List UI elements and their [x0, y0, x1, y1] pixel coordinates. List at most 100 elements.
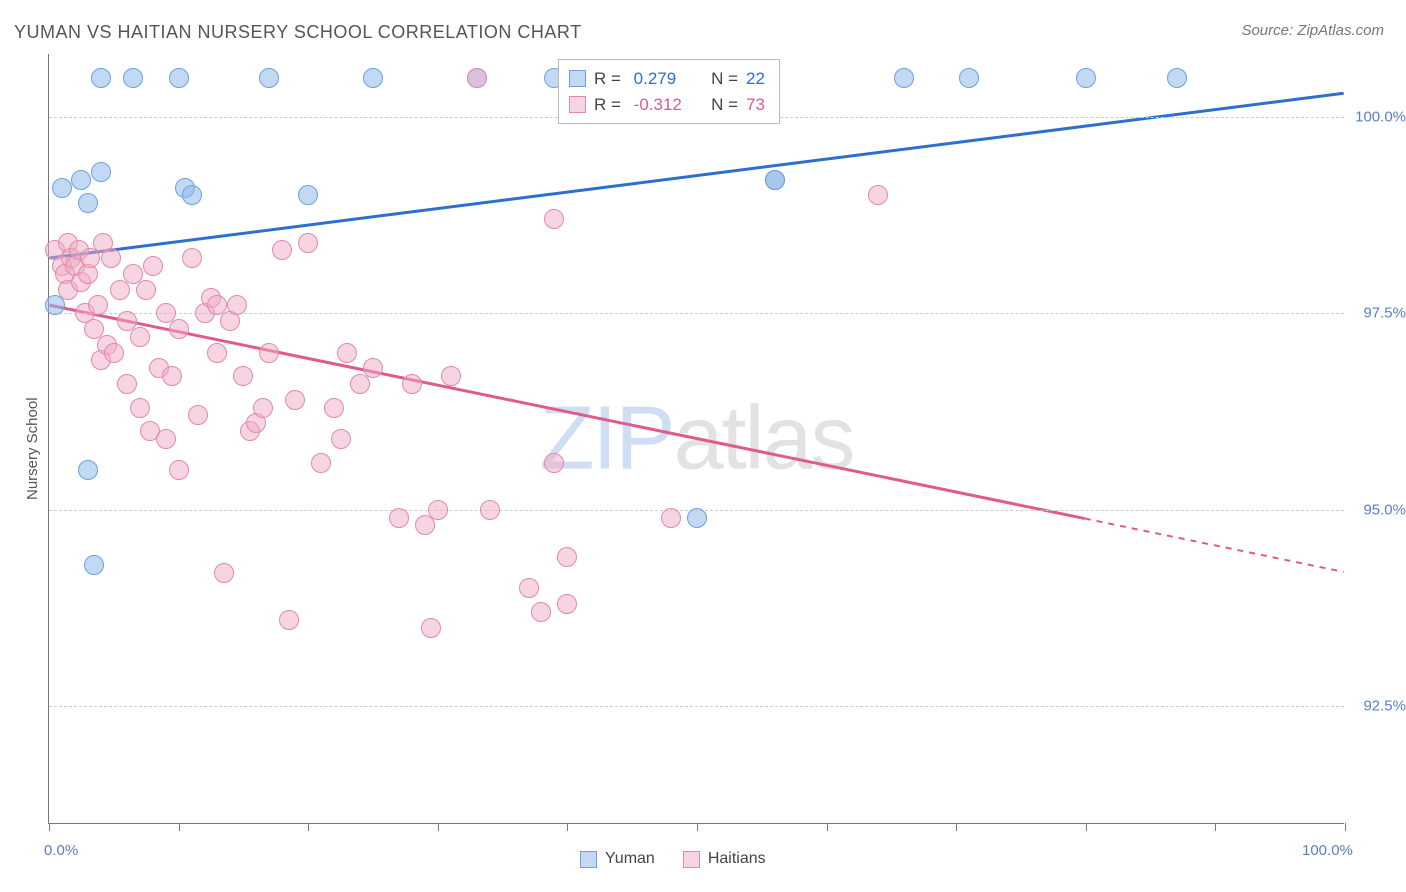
legend: Yuman Haitians: [580, 850, 766, 868]
scatter-point: [78, 460, 98, 480]
scatter-point: [1167, 68, 1187, 88]
correlation-stats-box: R = 0.279 N = 22R = -0.312 N = 73: [558, 59, 780, 124]
scatter-point: [214, 563, 234, 583]
x-tick: [1215, 823, 1216, 831]
stat-r-value: 0.279: [634, 66, 694, 92]
source-attribution: Source: ZipAtlas.com: [1241, 22, 1384, 39]
scatter-point: [363, 68, 383, 88]
scatter-point: [557, 547, 577, 567]
stat-n-value: 73: [746, 92, 765, 118]
legend-label: Haitians: [708, 850, 766, 868]
chart-container: YUMAN VS HAITIAN NURSERY SCHOOL CORRELAT…: [0, 0, 1406, 892]
scatter-point: [45, 295, 65, 315]
stat-r-value: -0.312: [634, 92, 694, 118]
scatter-point: [402, 374, 422, 394]
legend-swatch: [580, 851, 597, 868]
legend-label: Yuman: [605, 850, 655, 868]
scatter-point: [259, 68, 279, 88]
x-tick: [1345, 823, 1346, 831]
scatter-point: [91, 68, 111, 88]
scatter-point: [272, 240, 292, 260]
scatter-point: [169, 68, 189, 88]
scatter-point: [441, 366, 461, 386]
scatter-point: [415, 515, 435, 535]
scatter-point: [80, 248, 100, 268]
scatter-point: [687, 508, 707, 528]
scatter-point: [259, 343, 279, 363]
scatter-point: [298, 185, 318, 205]
y-tick-label: 100.0%: [1355, 108, 1406, 125]
scatter-point: [480, 500, 500, 520]
scatter-point: [298, 233, 318, 253]
legend-item: Haitians: [683, 850, 766, 868]
scatter-point: [169, 460, 189, 480]
legend-item: Yuman: [580, 850, 655, 868]
scatter-point: [337, 343, 357, 363]
scatter-point: [182, 185, 202, 205]
watermark-part2: atlas: [673, 388, 853, 488]
stat-n-value: 22: [746, 66, 765, 92]
scatter-point: [156, 429, 176, 449]
x-tick: [308, 823, 309, 831]
x-tick: [567, 823, 568, 831]
scatter-point: [104, 343, 124, 363]
x-tick: [956, 823, 957, 831]
watermark-part1: ZIP: [539, 388, 673, 488]
scatter-point: [531, 602, 551, 622]
scatter-point: [544, 209, 564, 229]
scatter-point: [182, 248, 202, 268]
scatter-point: [421, 618, 441, 638]
scatter-point: [868, 185, 888, 205]
scatter-point: [389, 508, 409, 528]
y-tick-label: 95.0%: [1363, 501, 1406, 518]
x-tick: [49, 823, 50, 831]
stat-n-label: N =: [702, 92, 738, 118]
scatter-point: [233, 366, 253, 386]
scatter-point: [71, 170, 91, 190]
scatter-point: [285, 390, 305, 410]
scatter-point: [661, 508, 681, 528]
scatter-point: [91, 162, 111, 182]
scatter-point: [110, 280, 130, 300]
scatter-point: [123, 68, 143, 88]
gridline-h: [49, 706, 1344, 707]
x-tick: [1086, 823, 1087, 831]
stats-row: R = -0.312 N = 73: [569, 92, 765, 118]
legend-swatch: [569, 70, 586, 87]
legend-swatch: [683, 851, 700, 868]
scatter-point: [557, 594, 577, 614]
scatter-point: [350, 374, 370, 394]
scatter-point: [959, 68, 979, 88]
x-tick: [827, 823, 828, 831]
scatter-point: [130, 327, 150, 347]
x-axis-label-min: 0.0%: [44, 842, 78, 859]
gridline-h: [49, 313, 1344, 314]
y-axis-title: Nursery School: [24, 397, 41, 500]
stats-row: R = 0.279 N = 22: [569, 66, 765, 92]
scatter-point: [130, 398, 150, 418]
x-tick: [438, 823, 439, 831]
x-axis-label-max: 100.0%: [1302, 842, 1353, 859]
scatter-point: [519, 578, 539, 598]
stat-r-label: R =: [594, 66, 626, 92]
plot-area: ZIPatlas 92.5%95.0%97.5%100.0%: [48, 54, 1344, 824]
scatter-point: [544, 453, 564, 473]
scatter-point: [279, 610, 299, 630]
stat-r-label: R =: [594, 92, 626, 118]
watermark: ZIPatlas: [539, 387, 853, 490]
x-tick: [697, 823, 698, 831]
scatter-point: [324, 398, 344, 418]
scatter-point: [84, 555, 104, 575]
scatter-point: [765, 170, 785, 190]
scatter-point: [78, 193, 98, 213]
scatter-point: [52, 178, 72, 198]
scatter-point: [143, 256, 163, 276]
scatter-point: [101, 248, 121, 268]
chart-title: YUMAN VS HAITIAN NURSERY SCHOOL CORRELAT…: [14, 22, 582, 43]
stat-n-label: N =: [702, 66, 738, 92]
scatter-point: [162, 366, 182, 386]
scatter-point: [227, 295, 247, 315]
y-tick-label: 97.5%: [1363, 305, 1406, 322]
scatter-point: [467, 68, 487, 88]
scatter-point: [428, 500, 448, 520]
